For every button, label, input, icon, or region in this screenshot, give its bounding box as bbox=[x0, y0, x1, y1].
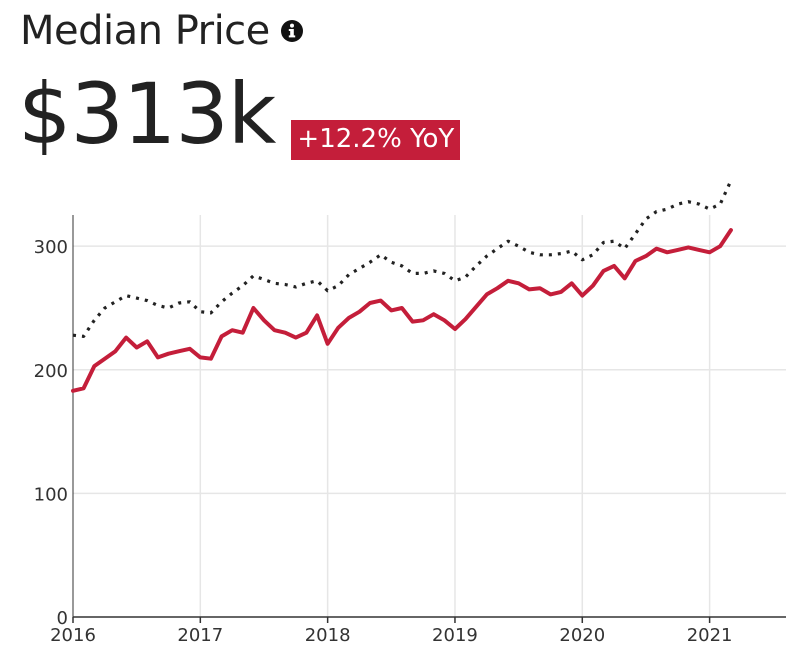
y-tick-label: 200 bbox=[34, 361, 68, 382]
y-tick-label: 0 bbox=[57, 608, 68, 629]
x-tick-label: 2017 bbox=[177, 625, 223, 646]
comparison-series-line bbox=[72, 180, 733, 338]
x-tick-label: 2018 bbox=[305, 625, 351, 646]
y-tick-label: 100 bbox=[34, 484, 68, 505]
info-icon[interactable] bbox=[280, 19, 304, 43]
x-tick-label: 2021 bbox=[687, 625, 733, 646]
x-tick-label: 2020 bbox=[559, 625, 605, 646]
median-price-series-line bbox=[71, 228, 733, 393]
x-tick-label: 2016 bbox=[50, 625, 96, 646]
chart-title: Median Price bbox=[20, 8, 270, 54]
yoy-change-badge: +12.2% YoY bbox=[291, 120, 461, 160]
median-price-value: $313k bbox=[18, 65, 276, 163]
y-tick-label: 300 bbox=[34, 237, 68, 258]
x-tick-label: 2019 bbox=[432, 625, 478, 646]
